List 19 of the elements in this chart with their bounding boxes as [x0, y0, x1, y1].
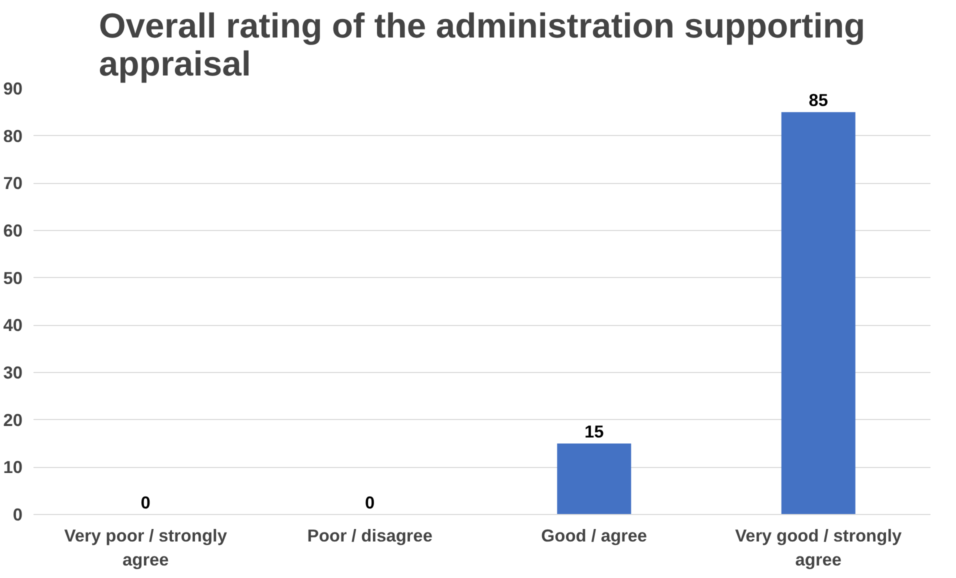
y-tick-label: 30 — [3, 362, 23, 382]
y-tick-label: 80 — [3, 126, 23, 146]
y-tick-label: 40 — [3, 315, 23, 336]
y-tick-label: 0 — [12, 504, 23, 524]
x-tick-label: Good / agree — [541, 526, 648, 546]
y-tick-label: 90 — [3, 78, 23, 98]
data-label: 15 — [584, 422, 604, 442]
y-tick-label: 20 — [3, 410, 23, 430]
data-label: 0 — [365, 492, 375, 512]
data-label: 85 — [808, 90, 828, 110]
y-tick-label: 70 — [3, 173, 23, 194]
x-tick-label: Poor / disagree — [307, 526, 433, 546]
y-tick-label: 50 — [3, 268, 23, 288]
y-tick-label: 10 — [3, 457, 23, 478]
x-tick-label: Very good / strongly agree — [735, 526, 902, 570]
y-tick-label: 60 — [3, 220, 23, 240]
chart-title: Overall rating of the administration supporting appraisal — [98, 8, 866, 84]
data-label: 0 — [140, 492, 150, 512]
x-tick-label: Very poor / strongly agree — [64, 526, 228, 570]
